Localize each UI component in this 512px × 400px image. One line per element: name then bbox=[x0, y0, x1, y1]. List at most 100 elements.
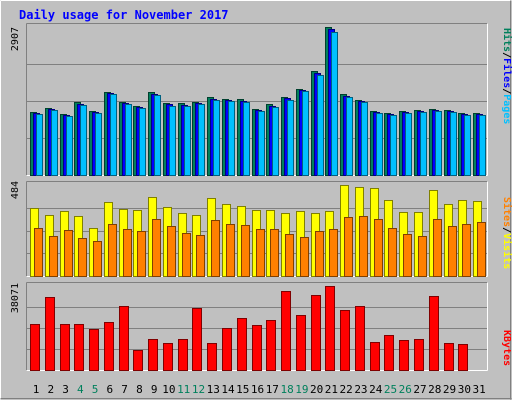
day-labels: 1 2 3 4 5 6 7 8 9 10 11 12 13 14 15 16 17 18 19 20 21 22 23 24 2… bbox=[33, 383, 486, 396]
legend-separator-1: / bbox=[501, 52, 512, 58]
visits-panel bbox=[26, 181, 488, 277]
bar-pages-day-28 bbox=[435, 111, 442, 176]
bar-sites-day-15 bbox=[241, 225, 250, 277]
bar-pages-day-22 bbox=[346, 97, 353, 176]
legend-kbytes-panel: KBytes bbox=[501, 330, 512, 366]
bar-kbytes-day-22 bbox=[340, 310, 350, 371]
bar-pages-day-10 bbox=[169, 106, 176, 176]
bar-sites-day-18 bbox=[285, 234, 294, 277]
bar-sites-day-5 bbox=[93, 241, 102, 277]
legend-kbytes: KBytes bbox=[501, 330, 512, 366]
bar-kbytes-day-25 bbox=[384, 335, 394, 371]
bar-sites-day-23 bbox=[359, 216, 368, 277]
scale-label-kbytes: 38071 bbox=[10, 283, 21, 313]
bar-sites-day-24 bbox=[374, 219, 383, 277]
bar-pages-day-27 bbox=[420, 112, 427, 176]
day-label-12: 12 bbox=[192, 383, 205, 396]
bar-pages-day-9 bbox=[154, 95, 161, 176]
bar-pages-day-19 bbox=[302, 91, 309, 176]
legend-sites: Sites bbox=[501, 197, 512, 227]
day-label-6: 6 bbox=[107, 383, 114, 396]
bar-sites-day-12 bbox=[196, 235, 205, 277]
bar-pages-day-26 bbox=[405, 113, 412, 176]
day-label-20: 20 bbox=[310, 383, 323, 396]
bar-kbytes-day-4 bbox=[74, 324, 84, 371]
day-label-16: 16 bbox=[251, 383, 264, 396]
bar-sites-day-14 bbox=[226, 224, 235, 277]
scale-label-hits: 2907 bbox=[10, 27, 21, 51]
bar-sites-day-3 bbox=[64, 230, 73, 277]
bar-sites-day-4 bbox=[78, 238, 87, 277]
bar-pages-day-1 bbox=[36, 114, 43, 176]
bar-kbytes-day-15 bbox=[237, 318, 247, 371]
bar-kbytes-day-16 bbox=[252, 325, 262, 371]
day-label-19: 19 bbox=[295, 383, 308, 396]
day-label-28: 28 bbox=[428, 383, 441, 396]
day-label-13: 13 bbox=[207, 383, 220, 396]
bar-sites-day-19 bbox=[300, 237, 309, 277]
bar-pages-day-4 bbox=[80, 105, 87, 176]
bar-kbytes-day-1 bbox=[30, 324, 40, 371]
bar-kbytes-day-17 bbox=[266, 320, 276, 371]
bar-pages-day-29 bbox=[450, 112, 457, 176]
bar-sites-day-16 bbox=[256, 229, 265, 277]
day-label-30: 30 bbox=[458, 383, 471, 396]
bar-kbytes-day-6 bbox=[104, 322, 114, 371]
bar-kbytes-day-12 bbox=[192, 308, 202, 371]
day-label-5: 5 bbox=[92, 383, 99, 396]
bar-pages-day-15 bbox=[243, 102, 250, 176]
bar-sites-day-22 bbox=[344, 217, 353, 277]
bar-pages-day-17 bbox=[272, 107, 279, 176]
bar-pages-day-30 bbox=[464, 115, 471, 176]
bar-pages-day-3 bbox=[66, 116, 73, 176]
day-label-4: 4 bbox=[77, 383, 84, 396]
day-label-29: 29 bbox=[443, 383, 456, 396]
bar-sites-day-7 bbox=[123, 229, 132, 277]
bar-pages-day-23 bbox=[361, 102, 368, 176]
bar-kbytes-day-10 bbox=[163, 343, 173, 371]
day-label-10: 10 bbox=[162, 383, 175, 396]
bar-pages-day-31 bbox=[479, 115, 486, 176]
day-label-7: 7 bbox=[121, 383, 128, 396]
bar-sites-day-13 bbox=[211, 220, 220, 277]
bar-kbytes-day-24 bbox=[370, 342, 380, 371]
day-label-17: 17 bbox=[266, 383, 279, 396]
legend-separator-3: / bbox=[501, 227, 512, 233]
day-label-27: 27 bbox=[413, 383, 426, 396]
bar-sites-day-6 bbox=[108, 224, 117, 277]
legend-hits: Hits bbox=[501, 28, 512, 52]
chart-panels bbox=[26, 23, 488, 371]
day-label-21: 21 bbox=[325, 383, 338, 396]
bar-sites-day-11 bbox=[182, 233, 191, 277]
bar-sites-day-10 bbox=[167, 226, 176, 277]
bar-kbytes-day-20 bbox=[311, 295, 321, 371]
scale-label-visits: 484 bbox=[10, 181, 21, 199]
bar-sites-day-30 bbox=[462, 224, 471, 277]
bar-pages-day-11 bbox=[184, 106, 191, 176]
day-label-25: 25 bbox=[384, 383, 397, 396]
bar-sites-day-17 bbox=[270, 229, 279, 277]
day-label-8: 8 bbox=[136, 383, 143, 396]
day-label-1: 1 bbox=[33, 383, 40, 396]
hits-panel bbox=[26, 23, 488, 176]
bar-kbytes-day-23 bbox=[355, 306, 365, 371]
bar-pages-day-14 bbox=[228, 101, 235, 176]
day-label-18: 18 bbox=[280, 383, 293, 396]
legend-files: Files bbox=[501, 58, 512, 88]
bar-kbytes-day-30 bbox=[458, 344, 468, 371]
day-label-11: 11 bbox=[177, 383, 190, 396]
bar-kbytes-day-28 bbox=[429, 296, 439, 371]
bar-sites-day-25 bbox=[388, 228, 397, 277]
bar-sites-day-9 bbox=[152, 219, 161, 277]
bar-pages-day-8 bbox=[139, 108, 146, 176]
day-label-3: 3 bbox=[62, 383, 69, 396]
bar-pages-day-20 bbox=[317, 75, 324, 176]
bar-kbytes-day-9 bbox=[148, 339, 158, 371]
bar-sites-day-26 bbox=[403, 234, 412, 277]
bar-sites-day-31 bbox=[477, 222, 486, 277]
day-label-26: 26 bbox=[399, 383, 412, 396]
day-label-23: 23 bbox=[354, 383, 367, 396]
bar-pages-day-7 bbox=[125, 104, 132, 176]
bar-pages-day-2 bbox=[51, 110, 58, 176]
legend-pages: Pages bbox=[501, 94, 512, 124]
